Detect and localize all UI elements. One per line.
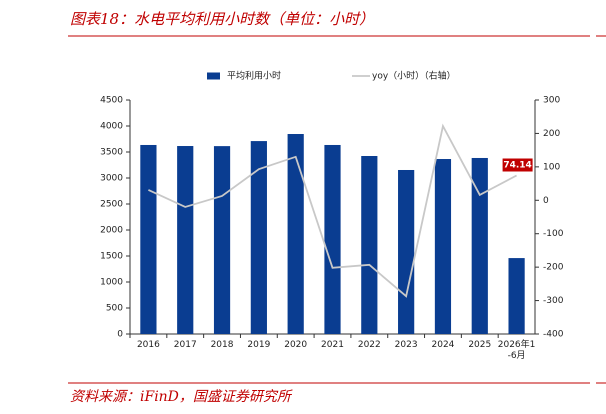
- bar: [213, 146, 231, 334]
- x-tick-label: 2016: [136, 340, 160, 350]
- y-tick-label: 0: [117, 330, 123, 340]
- bar: [434, 159, 452, 334]
- y2-tick-label: 100: [543, 162, 560, 172]
- bar: [287, 134, 304, 334]
- y2-tick-label: -400: [543, 330, 564, 340]
- figure-title: 图表18：水电平均利用小时数（单位：小时）: [70, 10, 375, 28]
- bar: [471, 157, 488, 334]
- bar: [361, 156, 378, 334]
- y-tick-label: 1000: [100, 278, 123, 288]
- bar: [140, 144, 157, 334]
- y2-tick-label: 200: [543, 129, 560, 139]
- value-label: 74.14: [503, 161, 531, 171]
- x-tick-label: 2019: [247, 340, 271, 350]
- x-tick-label: 2021: [321, 340, 344, 350]
- y-tick-label: 4000: [100, 122, 123, 132]
- bar: [177, 146, 194, 334]
- x-tick-label: 2026年1-6月: [497, 340, 536, 361]
- y-tick-label: 3000: [100, 174, 123, 184]
- y2-tick-label: 300: [543, 96, 560, 106]
- y-tick-label: 2000: [100, 226, 123, 236]
- y-tick-label: 4500: [100, 96, 123, 106]
- x-tick-label: 2020: [284, 340, 308, 350]
- bar: [508, 258, 525, 334]
- y-tick-label: 500: [106, 304, 123, 314]
- y2-tick-label: -300: [543, 296, 564, 306]
- x-tick-label: 2018: [210, 340, 234, 350]
- x-tick-label: 2017: [173, 340, 197, 350]
- legend-swatch: [207, 72, 220, 80]
- y2-tick-label: -100: [543, 229, 564, 239]
- bar: [398, 169, 415, 334]
- bar: [324, 144, 341, 334]
- x-tick-label: 2022: [357, 340, 381, 350]
- x-tick-label: 2023: [394, 340, 418, 350]
- y2-tick-label: -200: [543, 263, 564, 273]
- value-label-box: [502, 158, 533, 172]
- legend-label: 平均利用小时: [227, 70, 281, 82]
- line: [148, 123, 518, 298]
- y2-tick-label: 0: [543, 196, 549, 206]
- legend-label: yoy（小时）（右轴）: [372, 70, 456, 82]
- y-tick-label: 1500: [100, 252, 123, 262]
- y-tick-label: 2500: [100, 200, 123, 210]
- y-tick-label: 3500: [100, 148, 123, 158]
- bar: [250, 141, 267, 334]
- x-tick-label: 2025: [468, 340, 492, 350]
- x-tick-label: 2024: [431, 340, 455, 350]
- source-note: 资料来源：iFinD，国盛证券研究所: [70, 389, 291, 405]
